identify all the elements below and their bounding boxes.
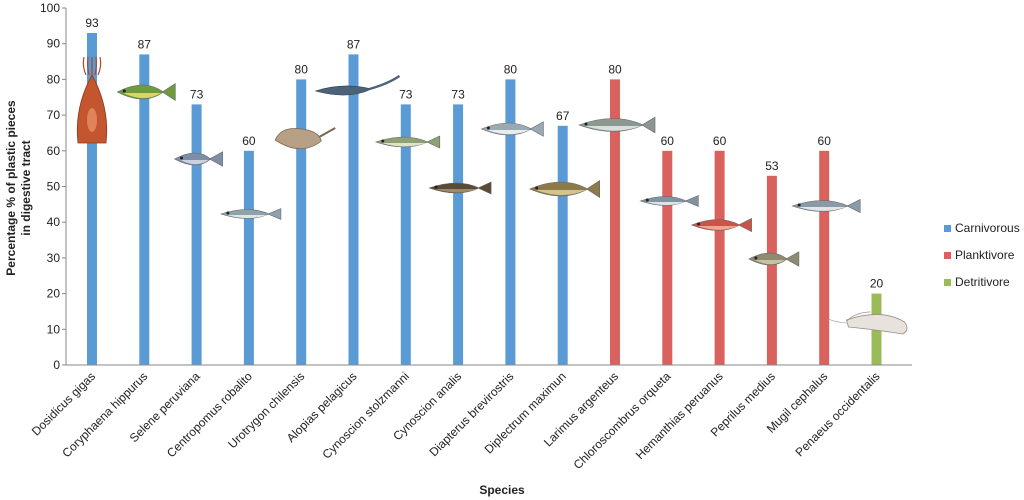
bar-cynoscion-analis	[453, 104, 464, 365]
data-label-centropomus-robalito: 60	[242, 134, 256, 148]
y-tick-label: 90	[47, 37, 61, 51]
x-axis-title: Species	[479, 483, 525, 497]
x-tick-label-cynoscion-stolzmanni: Cynoscion stolzmanni	[319, 369, 411, 461]
bar-selene-peruviana	[191, 104, 202, 365]
y-tick-label: 100	[40, 1, 60, 15]
corvina-illustration	[374, 135, 441, 149]
legend-swatch-planktivore	[944, 252, 951, 259]
y-tick-label: 30	[47, 251, 61, 265]
legend: Carnivorous Planktivore Detritivore	[944, 221, 1020, 289]
legend-label-carnivorous: Carnivorous	[955, 221, 1020, 235]
selene-illustration	[173, 151, 223, 167]
x-tick-label-chloroscombrus-orqueta: Chloroscombrus orqueta	[571, 369, 674, 472]
y-tick-label: 50	[47, 180, 61, 194]
bar-chloroscombrus-orqueta	[662, 150, 673, 365]
data-label-mugil-cephalus: 60	[818, 134, 832, 148]
y-axis: 0 10 20 30 40 50 60 70 80 90 100	[40, 1, 67, 372]
bar-mugil-cephalus	[819, 150, 830, 365]
bar-cynoscion-stolzmanni	[400, 104, 411, 365]
bar-hemanthias-peruanus	[714, 150, 725, 365]
y-axis-title-line-2: in digestive tract	[19, 140, 33, 235]
species-illustrations-layer	[76, 56, 908, 335]
data-label-coryphaena-hippurus: 87	[138, 37, 152, 51]
mugil-illustration	[791, 198, 861, 214]
legend-label-planktivore: Planktivore	[955, 248, 1015, 262]
y-tick-label: 10	[47, 322, 61, 336]
mojarra-illustration	[480, 121, 544, 137]
bar-centropomus-robalito	[243, 150, 254, 365]
data-label-diapterus-brevirostris: 80	[504, 62, 518, 76]
ray-illustration	[274, 127, 336, 150]
data-label-dosidicus-gigas: 93	[85, 16, 99, 30]
data-label-cynoscion-stolzmanni: 73	[399, 87, 413, 101]
squid-illustration	[76, 56, 108, 144]
data-label-diplectrum-maximun: 67	[556, 109, 570, 123]
data-label-larimus-argenteus: 80	[608, 62, 622, 76]
bar-diapterus-brevirostris	[505, 79, 516, 366]
y-axis-title-line-1: Percentage % of plastic pieces	[4, 100, 18, 276]
bar-alopias-pelagicus	[348, 54, 359, 365]
data-label-chloroscombrus-orqueta: 60	[661, 134, 675, 148]
peprilus-illustration	[748, 251, 800, 267]
bars-layer	[87, 32, 882, 366]
data-label-urotrygon-chilensis: 80	[295, 62, 309, 76]
x-tick-label-centropomus-robalito: Centropomus robalito	[164, 369, 255, 460]
bar-urotrygon-chilensis	[296, 79, 307, 366]
bar-coryphaena-hippurus	[139, 54, 150, 365]
shrimp-illustration	[828, 311, 908, 335]
thresher-shark-illustration	[314, 75, 401, 96]
larimus-illustration	[578, 116, 656, 134]
x-tick-label-hemanthias-peruanus: Hemanthias peruanus	[633, 369, 726, 462]
value-labels-layer: 93 87 73 60 80 87 73 73 80 67 80 60 60 53 60 20	[85, 16, 883, 291]
bar-diplectrum-maximun	[557, 125, 568, 365]
dorado-illustration	[116, 83, 176, 101]
data-label-hemanthias-peruanus: 60	[713, 134, 727, 148]
data-label-cynoscion-analis: 73	[451, 87, 465, 101]
y-tick-label: 0	[53, 358, 60, 372]
hemanthias-illustration	[690, 217, 752, 233]
cynoscion-analis-illustration	[428, 181, 492, 195]
y-tick-label: 20	[47, 287, 61, 301]
robalo-illustration	[219, 208, 282, 220]
data-label-selene-peruviana: 73	[190, 87, 204, 101]
y-tick-label: 60	[47, 144, 61, 158]
x-tick-label-coryphaena-hippurus: Coryphaena hippurus	[59, 369, 150, 460]
data-label-peprilus-medius: 53	[765, 159, 779, 173]
data-label-alopias-pelagicus: 87	[347, 37, 361, 51]
y-tick-label: 80	[47, 72, 61, 86]
bar-larimus-argenteus	[610, 79, 620, 366]
y-tick-label: 40	[47, 215, 61, 229]
data-label-penaeus-occidentalis: 20	[870, 277, 884, 291]
y-tick-label: 70	[47, 108, 61, 122]
diplectrum-illustration	[528, 180, 600, 198]
legend-label-detritivore: Detritivore	[955, 275, 1010, 289]
chloroscombrus-illustration	[639, 195, 699, 207]
legend-swatch-carnivorous	[944, 225, 951, 232]
bar-dosidicus-gigas	[87, 32, 97, 366]
bar-peprilus-medius	[766, 175, 777, 365]
legend-swatch-detritivore	[944, 279, 951, 286]
